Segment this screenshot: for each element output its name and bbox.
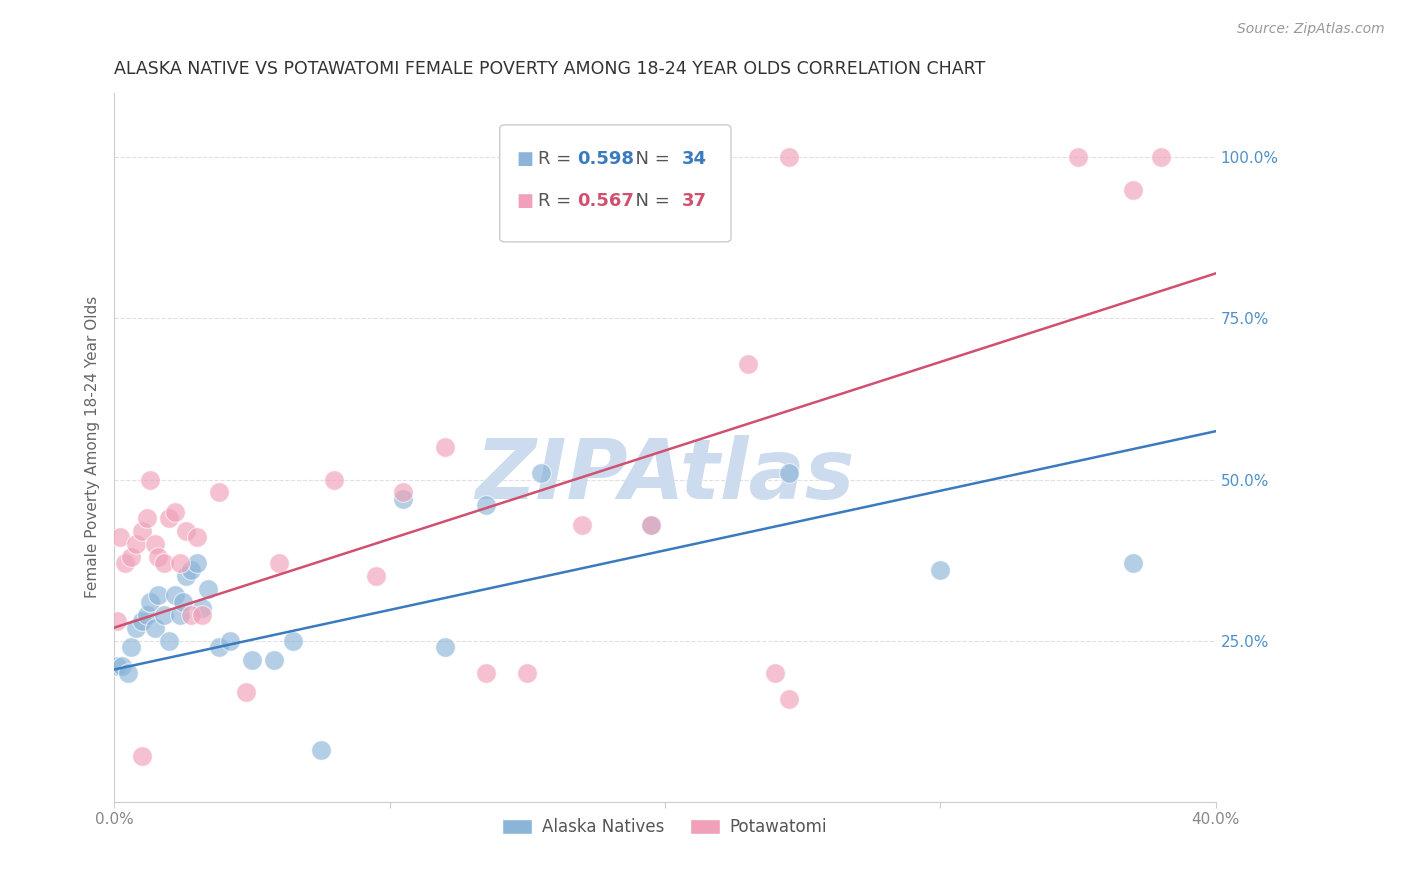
Point (131, 524, 153, 538)
Point (763, 665, 786, 680)
Point (169, 556, 191, 570)
Text: N =: N = (624, 193, 676, 211)
Point (117, 665, 139, 680)
Point (283, 633, 305, 648)
Text: R =: R = (538, 193, 578, 211)
Point (174, 569, 197, 583)
Point (125, 621, 148, 635)
Point (235, 685, 257, 699)
Point (208, 640, 231, 654)
Text: R =: R = (538, 150, 578, 168)
Point (157, 511, 180, 525)
Point (163, 505, 186, 519)
Text: ZIPAtlas: ZIPAtlas (475, 435, 855, 516)
Point (1067, 151, 1090, 165)
Point (640, 517, 662, 532)
Point (105, 659, 128, 673)
Y-axis label: Female Poverty Among 18-24 Year Olds: Female Poverty Among 18-24 Year Olds (86, 296, 100, 599)
Point (392, 491, 415, 506)
Point (475, 665, 498, 680)
Point (516, 665, 538, 680)
Text: 0.567: 0.567 (576, 193, 634, 211)
Point (114, 556, 136, 570)
Point (640, 517, 662, 532)
Point (186, 556, 208, 570)
Point (323, 473, 346, 487)
Point (136, 511, 159, 525)
Point (157, 633, 180, 648)
Point (929, 563, 952, 577)
Point (1122, 183, 1144, 197)
Legend: Alaska Natives, Potawatomi: Alaska Natives, Potawatomi (496, 812, 834, 843)
Text: ■: ■ (516, 150, 533, 168)
Point (392, 485, 415, 500)
Text: N =: N = (624, 150, 676, 168)
Point (111, 659, 134, 673)
Point (120, 640, 142, 654)
Point (530, 466, 553, 480)
Point (737, 357, 759, 371)
Point (1122, 556, 1144, 570)
Point (180, 607, 202, 622)
Point (218, 633, 240, 648)
Text: ■: ■ (516, 193, 533, 211)
Point (120, 549, 142, 564)
Point (139, 473, 162, 487)
Point (174, 524, 197, 538)
Point (269, 556, 291, 570)
Point (364, 569, 387, 583)
Text: Source: ZipAtlas.com: Source: ZipAtlas.com (1237, 22, 1385, 37)
Point (263, 653, 285, 667)
Point (433, 640, 456, 654)
Point (163, 589, 186, 603)
Point (433, 440, 456, 454)
Point (778, 691, 800, 706)
Point (1149, 151, 1171, 165)
Point (191, 601, 214, 615)
Point (197, 582, 219, 596)
Point (152, 607, 174, 622)
Point (169, 607, 191, 622)
Point (148, 589, 170, 603)
Point (105, 614, 128, 628)
Point (778, 466, 800, 480)
Point (475, 498, 498, 512)
Point (139, 595, 162, 609)
Point (778, 151, 800, 165)
Point (186, 531, 208, 545)
Point (240, 653, 263, 667)
Text: 0.598: 0.598 (576, 150, 634, 168)
Point (191, 607, 214, 622)
Text: 37: 37 (682, 193, 706, 211)
Point (148, 549, 170, 564)
Text: ALASKA NATIVE VS POTAWATOMI FEMALE POVERTY AMONG 18-24 YEAR OLDS CORRELATION CHA: ALASKA NATIVE VS POTAWATOMI FEMALE POVER… (114, 60, 986, 78)
Point (125, 537, 148, 551)
Point (145, 621, 167, 635)
Point (136, 607, 159, 622)
FancyBboxPatch shape (499, 125, 731, 242)
Point (131, 614, 153, 628)
Text: 34: 34 (682, 150, 706, 168)
Point (108, 531, 131, 545)
Point (172, 595, 194, 609)
Point (208, 485, 231, 500)
Point (309, 743, 332, 757)
Point (145, 537, 167, 551)
Point (152, 556, 174, 570)
Point (180, 563, 202, 577)
Point (571, 517, 593, 532)
Point (131, 749, 153, 764)
